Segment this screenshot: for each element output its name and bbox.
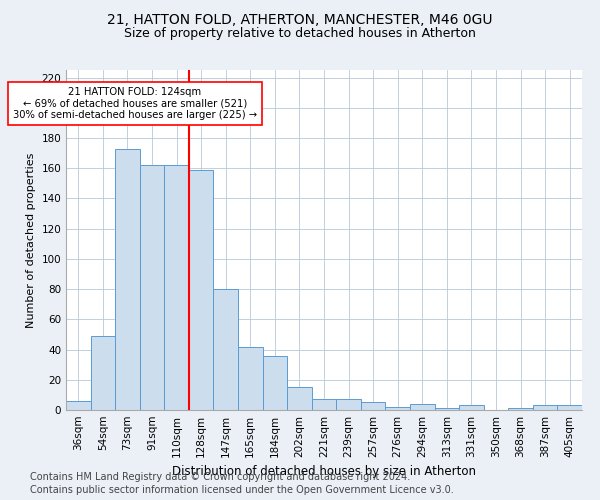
Text: Size of property relative to detached houses in Atherton: Size of property relative to detached ho… bbox=[124, 28, 476, 40]
Bar bbox=[238, 346, 263, 410]
Text: Contains public sector information licensed under the Open Government Licence v3: Contains public sector information licen… bbox=[30, 485, 454, 495]
Text: 21 HATTON FOLD: 124sqm
← 69% of detached houses are smaller (521)
30% of semi-de: 21 HATTON FOLD: 124sqm ← 69% of detached… bbox=[13, 86, 257, 120]
Bar bbox=[410, 404, 434, 410]
Bar bbox=[263, 356, 287, 410]
Bar bbox=[140, 165, 164, 410]
Bar bbox=[189, 170, 214, 410]
Bar bbox=[312, 400, 336, 410]
Bar bbox=[287, 388, 312, 410]
Bar bbox=[361, 402, 385, 410]
Bar bbox=[434, 408, 459, 410]
Bar bbox=[336, 400, 361, 410]
Bar bbox=[66, 401, 91, 410]
Bar bbox=[164, 165, 189, 410]
Bar bbox=[91, 336, 115, 410]
Bar bbox=[115, 148, 140, 410]
Text: Contains HM Land Registry data © Crown copyright and database right 2024.: Contains HM Land Registry data © Crown c… bbox=[30, 472, 410, 482]
Y-axis label: Number of detached properties: Number of detached properties bbox=[26, 152, 36, 328]
Bar bbox=[385, 407, 410, 410]
X-axis label: Distribution of detached houses by size in Atherton: Distribution of detached houses by size … bbox=[172, 466, 476, 478]
Bar bbox=[459, 406, 484, 410]
Text: 21, HATTON FOLD, ATHERTON, MANCHESTER, M46 0GU: 21, HATTON FOLD, ATHERTON, MANCHESTER, M… bbox=[107, 12, 493, 26]
Bar bbox=[557, 406, 582, 410]
Bar bbox=[533, 406, 557, 410]
Bar bbox=[508, 408, 533, 410]
Bar bbox=[214, 289, 238, 410]
